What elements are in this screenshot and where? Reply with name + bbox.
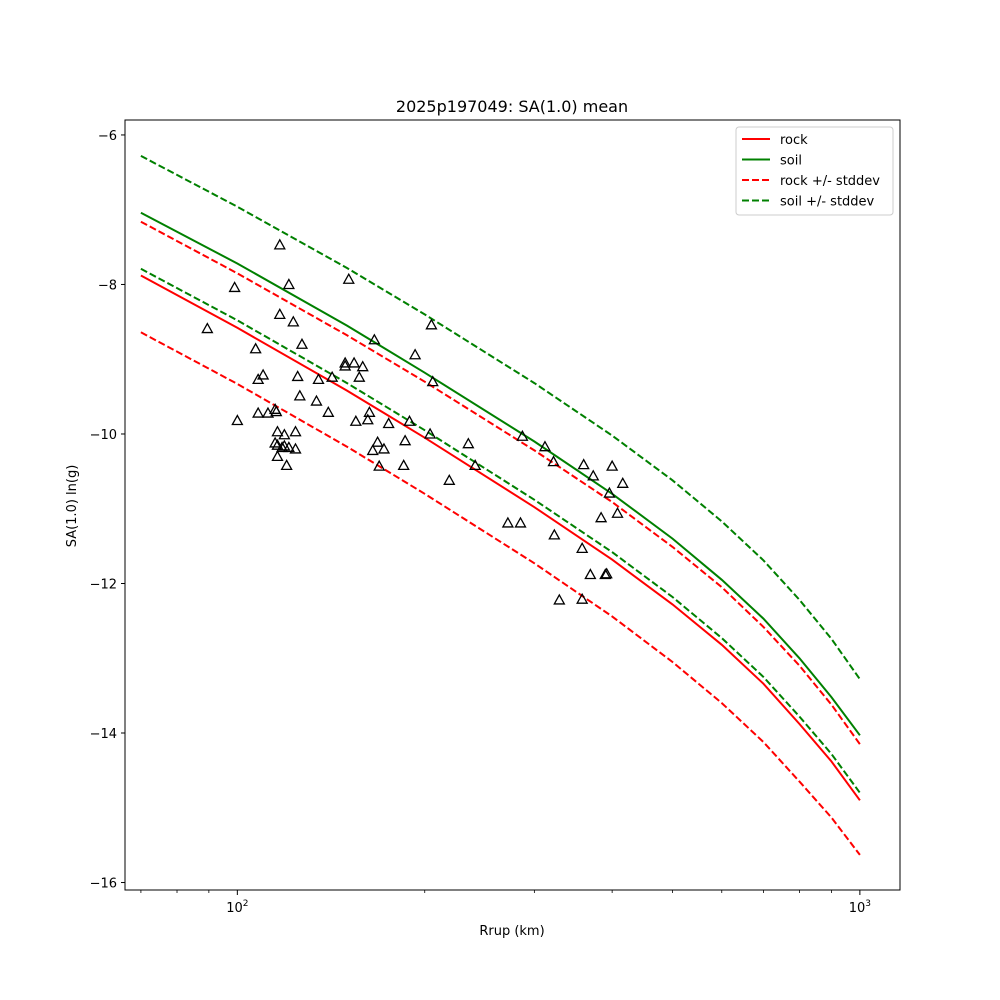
observation-point-54 [426,375,439,387]
observation-point-17 [275,441,289,453]
legend-label-2: soil [780,154,802,169]
observation-point-74 [606,459,619,471]
observation-point-11 [271,425,284,437]
observation-point-16 [273,308,286,320]
observation-point-21 [282,441,295,453]
observation-point-23 [287,315,300,327]
x-axis-label: Rrup (km) [479,924,544,939]
legend: rock soil rock +/- stddev soil +/- stddev [735,126,894,216]
legend-label-4: soil +/- stddev [780,195,875,210]
observation-point-40 [361,413,374,425]
observation-point-75 [611,506,624,518]
chart-title: 2025p197049: SA(1.0) mean [396,97,628,116]
legend-box [735,126,894,216]
observation-point-62 [547,455,560,467]
observation-point-58 [501,516,514,528]
series-line-3 [140,220,861,745]
y-tick-label-4: −12 [90,577,117,592]
observation-point-69 [587,469,600,481]
observation-point-43 [368,333,381,345]
observation-point-51 [409,348,422,360]
series-line-4 [140,331,861,856]
observation-point-42 [366,444,379,456]
observation-point-10 [270,405,283,417]
series-line-1 [140,274,861,801]
observation-point-4 [249,342,262,354]
observation-point-59 [514,516,527,528]
observation-point-49 [399,434,412,446]
observation-point-68 [584,568,597,580]
observation-point-60 [516,429,529,441]
series-line-5 [140,155,861,680]
observation-point-76 [616,476,629,488]
observation-point-26 [291,370,304,382]
observation-point-3 [231,414,244,426]
observation-point-65 [576,542,589,554]
y-axis-label: SA(1.0) ln(g) [65,465,80,548]
y-tick-label-1: −6 [98,129,117,144]
observation-point-12 [269,436,282,448]
observation-point-20 [280,459,293,471]
observation-point-52 [423,427,437,439]
observation-point-25 [289,425,302,437]
legend-label-3: rock +/- stddev [780,174,880,189]
observation-point-73 [603,486,616,498]
observation-point-72 [600,567,613,579]
observation-point-63 [548,528,561,540]
series-line-6 [140,267,861,794]
y-tick-label-5: −14 [90,727,117,742]
observation-point-33 [339,359,352,371]
observation-point-55 [443,473,456,485]
observation-point-32 [326,370,339,382]
axes: −6 −8 −10 −12 −14 −16 102 103 [90,119,901,916]
observation-point-14 [271,450,284,462]
observation-point-35 [342,272,355,284]
observation-point-34 [339,356,352,368]
observation-point-50 [403,414,416,426]
observation-point-22 [282,278,295,290]
observation-point-41 [363,405,376,417]
observation-point-29 [310,394,323,406]
observation-point-53 [425,318,438,330]
observation-point-61 [538,440,552,452]
observation-point-71 [599,568,612,580]
observation-point-46 [377,442,391,454]
series-line-2 [140,211,861,736]
axes-frame [124,119,901,891]
observation-point-66 [576,592,589,604]
observation-point-28 [295,337,309,349]
observation-point-38 [353,370,366,382]
observation-point-6 [257,368,270,380]
x-tick-label-1: 102 [226,899,248,916]
observation-point-64 [553,593,566,605]
y-tick-label-6: −16 [90,877,117,892]
observation-point-24 [289,442,302,454]
observation-point-56 [462,437,475,449]
legend-label-1: rock [780,133,808,148]
observation-point-19 [278,428,291,440]
observation-point-44 [371,435,384,447]
observation-point-45 [373,459,386,471]
observation-point-7 [252,406,265,418]
x-tick-label-2: 103 [849,899,871,916]
plot-area [140,155,861,856]
y-tick-label-2: −8 [98,278,117,293]
observation-point-36 [347,356,361,368]
observation-point-67 [577,458,590,470]
observation-point-31 [322,405,335,417]
observation-point-15 [273,238,286,250]
observation-point-30 [312,373,325,385]
observation-point-47 [382,417,395,429]
observation-point-57 [469,459,482,471]
observation-point-37 [349,414,362,426]
observation-point-48 [397,459,410,471]
observation-point-27 [293,389,306,401]
observation-point-2 [228,281,241,293]
observation-point-1 [201,322,214,334]
observation-point-39 [356,360,369,372]
observation-point-13 [271,438,284,450]
y-tick-label-3: −10 [90,428,117,443]
observation-point-70 [595,511,608,523]
